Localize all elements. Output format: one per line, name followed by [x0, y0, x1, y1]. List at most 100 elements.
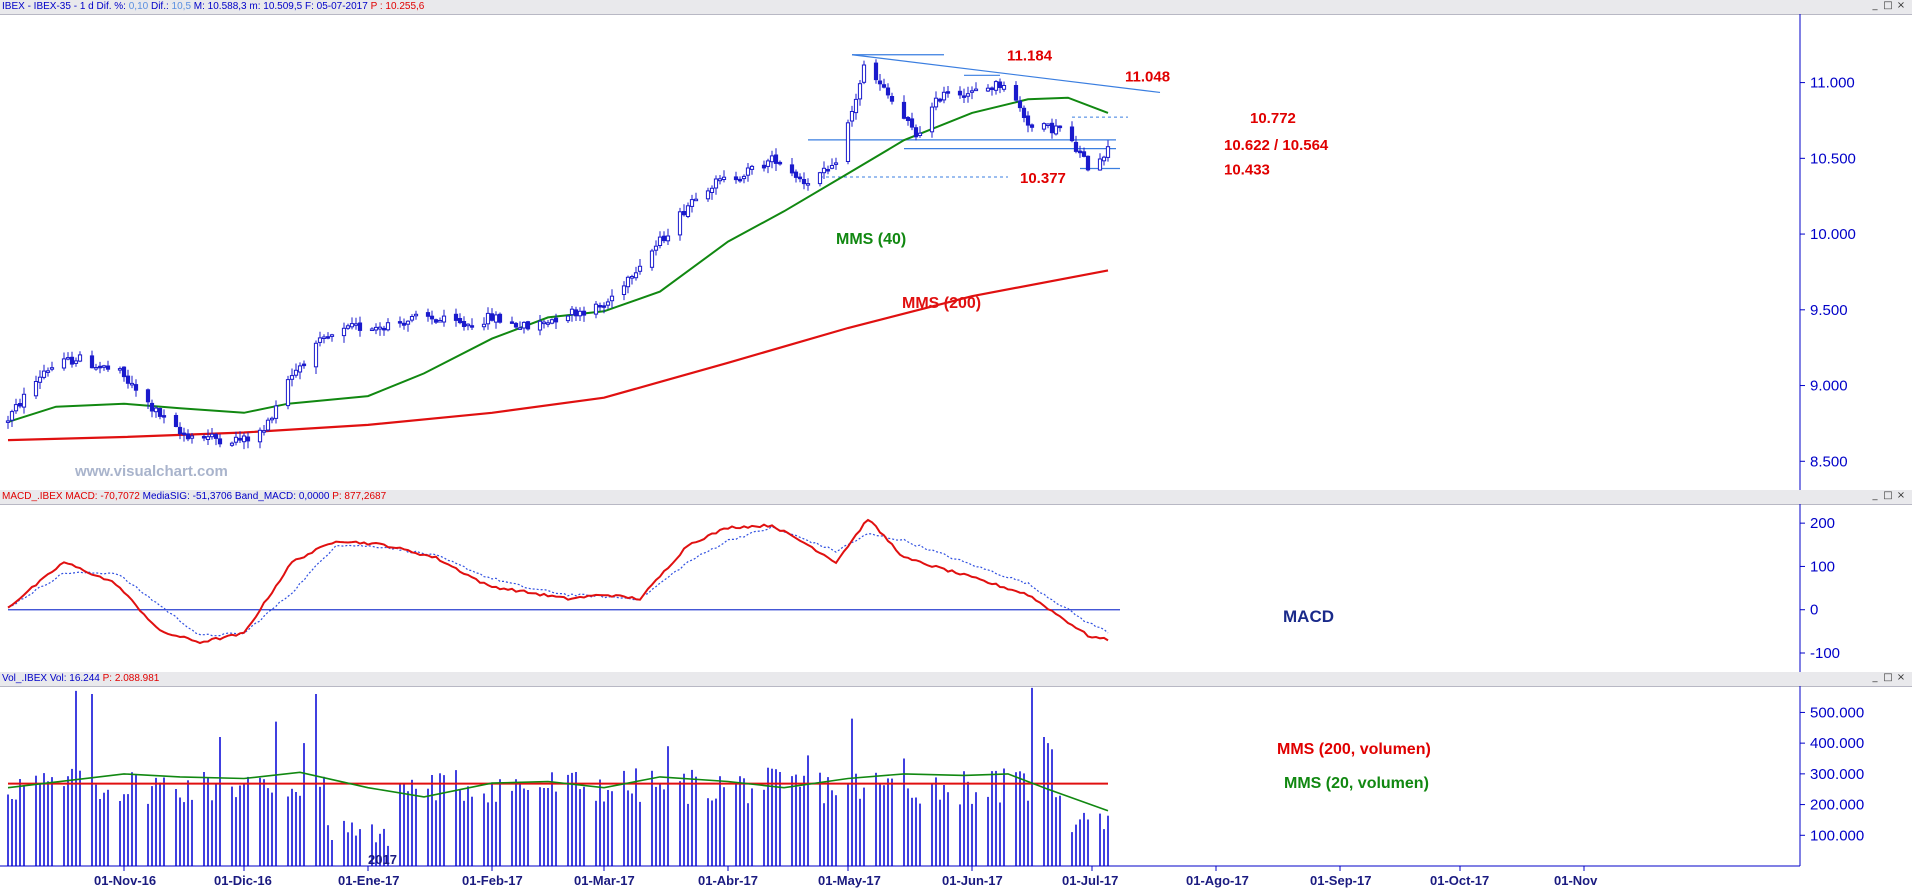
close-icon[interactable]: ×: [1896, 0, 1906, 11]
minimize-icon[interactable]: _: [1872, 0, 1878, 11]
maximize-icon[interactable]: □: [1883, 490, 1893, 501]
candle-body-up: [373, 326, 379, 331]
candle-body-up: [37, 376, 43, 383]
candle-body-down: [125, 375, 131, 384]
macd-chart[interactable]: 200 100 0 -100 MACD: [0, 504, 1912, 672]
macd-panel[interactable]: MACD_.IBEX MACD: -70,7072 MediaSIG: -51,…: [0, 490, 1912, 672]
maximize-icon[interactable]: □: [1883, 672, 1893, 683]
candle-body-up: [73, 360, 79, 364]
candle-body-up: [765, 160, 771, 167]
price-panel[interactable]: IBEX - IBEX-35 - 1 d Dif. %: 0,10 Dif.: …: [0, 0, 1912, 490]
candle-body-up: [209, 433, 215, 438]
candle-body-up: [413, 313, 419, 317]
price-annotation: 10.622 / 10.564: [1224, 137, 1329, 154]
candle-body-down: [773, 154, 779, 164]
sma40-label: MMS (40): [836, 231, 906, 248]
candle-body-up: [973, 88, 979, 92]
candle-body-down: [1073, 141, 1079, 152]
candle-body-down: [997, 81, 1003, 88]
maximize-icon[interactable]: □: [1883, 0, 1893, 11]
sma200-label: MMS (200): [902, 295, 981, 312]
candle-body-up: [1041, 123, 1047, 130]
candle-body-down: [97, 365, 103, 369]
candle-body-up: [685, 205, 691, 218]
candle-body-down: [1017, 100, 1023, 109]
x-tick-label: 01-Nov-16: [94, 873, 156, 888]
candle-body-up: [517, 327, 523, 330]
candle-body-up: [941, 91, 947, 101]
macd-signal-line: [7, 525, 1109, 637]
candle-body-down: [801, 179, 807, 185]
candle-body-up: [717, 178, 723, 182]
x-tick-label: 01-May-17: [818, 873, 881, 888]
candle-body-up: [705, 190, 711, 200]
candle-body-up: [269, 417, 275, 421]
candle-body-up: [77, 354, 83, 362]
candle-body-up: [437, 320, 443, 323]
candle-body-down: [825, 169, 831, 172]
candle-body-up: [369, 328, 375, 331]
candle-body-down: [69, 356, 75, 365]
candle-body-down: [157, 408, 163, 417]
macd-window-controls: _ □ ×: [1870, 490, 1906, 504]
candle-body-up: [633, 272, 639, 279]
candle-body-up: [129, 382, 135, 386]
candle-body-up: [329, 334, 335, 337]
candle-body-down: [509, 321, 515, 324]
x-tick-label: 01-Oct-17: [1430, 873, 1489, 888]
candle-body-up: [285, 379, 291, 407]
price-chart[interactable]: 11.184 11.048 10.772 10.622 / 10.564 10.433 1…: [0, 14, 1912, 490]
volume-panel[interactable]: Vol_.IBEX Vol: 16.244 P: 2.088.981 _ □ ×…: [0, 672, 1912, 892]
dif-label: Dif.:: [150, 1, 169, 12]
candle-body-down: [457, 318, 463, 324]
candle-body-down: [789, 164, 795, 174]
candle-body-up: [409, 316, 415, 321]
candle-body-up: [273, 405, 279, 419]
macd-tick-label: 200: [1810, 515, 1835, 532]
candle-body-up: [569, 308, 575, 316]
candle-body-down: [213, 433, 219, 439]
candle-body-down: [1025, 115, 1031, 126]
candle-body-down: [793, 171, 799, 178]
close-icon[interactable]: ×: [1896, 672, 1906, 683]
period-label: 1 d: [79, 1, 94, 12]
volume-chart[interactable]: 500.000 400.000 300.000 200.000 100.000 01-N…: [0, 686, 1912, 892]
minimize-icon[interactable]: _: [1872, 490, 1878, 501]
candle-body-up: [741, 175, 747, 180]
candle-body-up: [537, 320, 543, 331]
candle-body-down: [761, 164, 767, 169]
candle-body-up: [61, 358, 67, 369]
candle-body-down: [989, 87, 995, 90]
x-tick-label: 01-Dic-16: [214, 873, 272, 888]
candle-body-up: [485, 312, 491, 325]
candle-body-up: [1053, 125, 1059, 135]
candle-body-up: [441, 315, 447, 323]
candle-body-down: [1021, 107, 1027, 119]
candle-body-down: [185, 433, 191, 440]
x-tick-label: 01-Nov: [1554, 873, 1598, 888]
x-tick-label: 01-Abr-17: [698, 873, 758, 888]
price-header: IBEX - IBEX-35 - 1 d Dif. %: 0,10 Dif.: …: [2, 1, 424, 13]
candle-body-down: [1085, 155, 1091, 171]
candle-body-up: [153, 407, 159, 413]
candle-body-up: [677, 211, 683, 236]
candle-body-up: [969, 90, 975, 93]
candle-body-down: [873, 62, 879, 81]
candle-body-up: [565, 315, 571, 322]
macd-header: MACD_.IBEX MACD: -70,7072 MediaSIG: -51,…: [2, 491, 386, 503]
candle-body-up: [493, 314, 499, 323]
candle-body-down: [905, 117, 911, 121]
candle-body-up: [257, 429, 263, 443]
candle-body-down: [597, 305, 603, 308]
candle-body-up: [229, 442, 235, 446]
close-icon[interactable]: ×: [1896, 490, 1906, 501]
minimize-icon[interactable]: _: [1872, 672, 1878, 683]
candle-body-up: [805, 183, 811, 186]
volume-header: Vol_.IBEX Vol: 16.244 P: 2.088.981: [2, 673, 159, 685]
candle-body-up: [749, 165, 755, 170]
price-tick-label: 10.500: [1810, 150, 1856, 167]
volume-tick-label: 100.000: [1810, 827, 1864, 844]
candle-body-up: [649, 250, 655, 268]
x-tick-label: 01-Sep-17: [1310, 873, 1371, 888]
x-tick-label: 01-Ago-17: [1186, 873, 1249, 888]
